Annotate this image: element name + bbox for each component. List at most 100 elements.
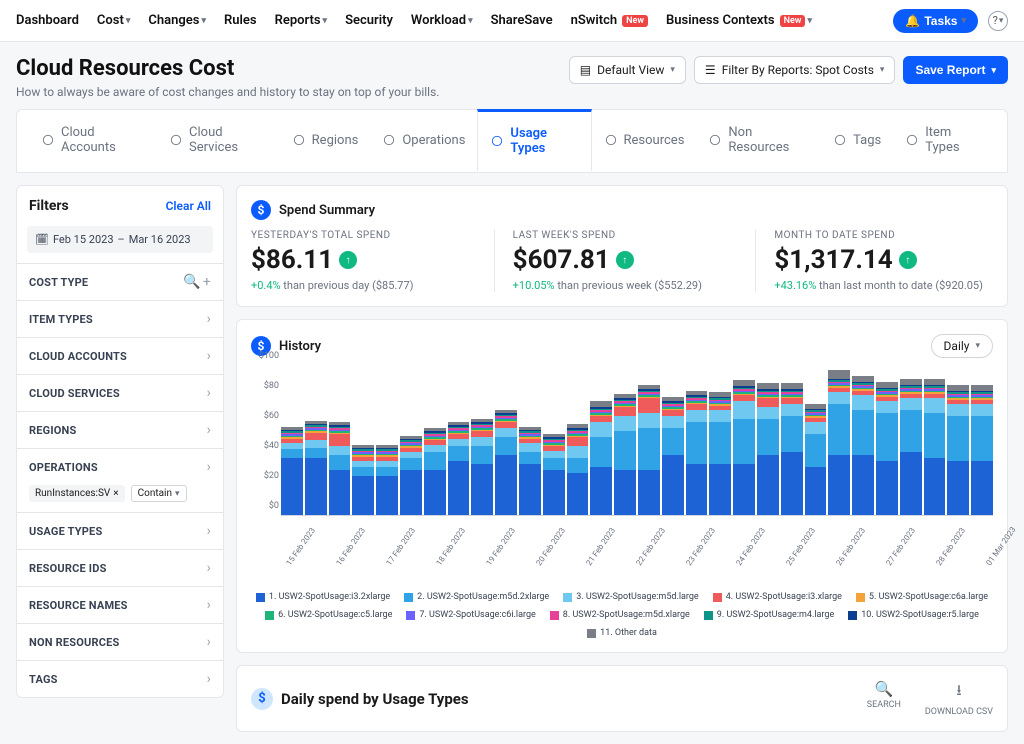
bar[interactable] (614, 394, 636, 516)
tab-regions[interactable]: Regions (280, 110, 371, 172)
bar[interactable] (852, 376, 874, 516)
filter-cloud-services[interactable]: CLOUD SERVICES› (17, 374, 223, 411)
date-range-picker[interactable]: 🗓 Feb 15 2023 – Mar 16 2023 (27, 226, 213, 253)
filter-item-types[interactable]: ITEM TYPES› (17, 300, 223, 337)
nav-item-changes[interactable]: Changes▾ (148, 13, 206, 28)
bar[interactable] (352, 445, 374, 516)
bar[interactable] (971, 385, 993, 516)
search-button[interactable]: 🔍 SEARCH (867, 680, 901, 717)
tasks-button[interactable]: 🔔 Tasks ▾ (893, 9, 978, 33)
bar[interactable] (471, 419, 493, 515)
tab-resources[interactable]: Resources (592, 110, 697, 172)
legend-item[interactable]: 4. USW2-SpotUsage:i3.xlarge (713, 592, 842, 602)
filter-regions[interactable]: REGIONS› (17, 411, 223, 448)
bar[interactable] (638, 385, 660, 516)
bar-segment (686, 422, 708, 464)
filter-cost-type[interactable]: COST TYPE🔍+ (17, 263, 223, 300)
filter-chip[interactable]: RunInstances:SV× (29, 485, 125, 502)
bar[interactable] (424, 428, 446, 515)
nav-item-reports[interactable]: Reports▾ (275, 13, 328, 28)
bar-segment (947, 404, 969, 416)
close-icon[interactable]: × (113, 488, 118, 499)
bar[interactable] (781, 383, 803, 515)
default-view-dropdown[interactable]: ▤ Default View ▾ (569, 56, 686, 84)
legend-item[interactable]: 6. USW2-SpotUsage:c5.large (265, 610, 392, 620)
nav-item-label: Rules (224, 13, 257, 28)
nav-item-rules[interactable]: Rules (224, 13, 257, 28)
bar-segment (781, 416, 803, 452)
bar-segment (757, 455, 779, 515)
bar[interactable] (709, 392, 731, 515)
bar[interactable] (567, 424, 589, 516)
legend-item[interactable]: 7. USW2-SpotUsage:c6i.large (406, 610, 535, 620)
filter-by-label: Filter By Reports: Spot Costs (722, 63, 874, 77)
nav-item-business-contexts[interactable]: Business ContextsNew▾ (666, 13, 812, 28)
bar[interactable] (590, 401, 612, 515)
tab-item-types[interactable]: Item Types (893, 110, 995, 172)
legend-item[interactable]: 10. USW2-SpotUsage:r5.large (848, 610, 979, 620)
filter-cloud-accounts[interactable]: CLOUD ACCOUNTS› (17, 337, 223, 374)
nav-item-workload[interactable]: Workload▾ (411, 13, 473, 28)
legend-label: 2. USW2-SpotUsage:m5d.2xlarge (417, 592, 549, 602)
legend-item[interactable]: 9. USW2-SpotUsage:m4.large (704, 610, 834, 620)
download-csv-button[interactable]: ⭳ DOWNLOAD CSV (925, 680, 993, 717)
nav-item-security[interactable]: Security (345, 13, 393, 28)
legend-label: 7. USW2-SpotUsage:c6i.large (419, 610, 535, 620)
bar[interactable] (805, 404, 827, 515)
nav-item-nswitch[interactable]: nSwitchNew (571, 13, 648, 28)
bar[interactable] (828, 370, 850, 516)
tab-usage-types[interactable]: Usage Types (477, 109, 591, 172)
legend-item[interactable]: 5. USW2-SpotUsage:c6a.large (856, 592, 988, 602)
filter-mode-dropdown[interactable]: Contain▾ (131, 485, 187, 502)
bar[interactable] (376, 445, 398, 516)
bar[interactable] (733, 380, 755, 515)
legend-item[interactable]: 2. USW2-SpotUsage:m5d.2xlarge (404, 592, 549, 602)
tab-tags[interactable]: Tags (821, 110, 893, 172)
bar-segment (828, 455, 850, 515)
clear-all-button[interactable]: Clear All (166, 199, 211, 213)
nav-item-sharesave[interactable]: ShareSave (491, 13, 553, 28)
filter-non-resources[interactable]: NON RESOURCES› (17, 623, 223, 660)
filter-by-dropdown[interactable]: ☰ Filter By Reports: Spot Costs ▾ (694, 56, 896, 84)
tab-cloud-services[interactable]: Cloud Services (157, 110, 280, 172)
bar[interactable] (662, 397, 684, 516)
bar[interactable] (876, 382, 898, 516)
bar[interactable] (400, 436, 422, 516)
bar-segment (590, 437, 612, 467)
bar[interactable] (495, 410, 517, 515)
legend-item[interactable]: 11. Other data (587, 628, 657, 638)
bar[interactable] (305, 421, 327, 516)
x-label: 25 Feb 2023 (781, 526, 817, 572)
tab-cloud-accounts[interactable]: Cloud Accounts (29, 110, 157, 172)
nav-item-cost[interactable]: Cost▾ (97, 13, 130, 28)
filter-tags[interactable]: TAGS› (17, 660, 223, 697)
bar[interactable] (543, 434, 565, 515)
filter-resource-names[interactable]: RESOURCE NAMES› (17, 586, 223, 623)
tab-non-resources[interactable]: Non Resources (696, 110, 821, 172)
bar[interactable] (519, 427, 541, 516)
bar[interactable] (947, 385, 969, 516)
bar[interactable] (686, 391, 708, 516)
legend-swatch (256, 593, 265, 602)
legend-item[interactable]: 8. USW2-SpotUsage:m5d.xlarge (550, 610, 690, 620)
legend-item[interactable]: 3. USW2-SpotUsage:m5d.large (563, 592, 699, 602)
bar[interactable] (448, 422, 470, 515)
bar[interactable] (281, 427, 303, 516)
legend-item[interactable]: 1. USW2-SpotUsage:i3.2xlarge (256, 592, 390, 602)
help-button[interactable]: ?▾ (988, 11, 1008, 31)
tab-operations[interactable]: Operations (370, 110, 477, 172)
bar-segment (781, 404, 803, 416)
save-report-button[interactable]: Save Report ▾ (903, 56, 1008, 84)
bar[interactable] (329, 422, 351, 515)
bar[interactable] (757, 383, 779, 515)
granularity-dropdown[interactable]: Daily ▾ (931, 334, 993, 358)
bar[interactable] (924, 379, 946, 516)
filter-resource-ids[interactable]: RESOURCE IDS› (17, 549, 223, 586)
bar[interactable] (900, 379, 922, 516)
y-tick: $80 (264, 381, 279, 391)
filter-operations[interactable]: OPERATIONS› (17, 448, 223, 485)
tab-icon (708, 133, 722, 147)
nav-item-dashboard[interactable]: Dashboard (16, 13, 79, 28)
filter-usage-types[interactable]: USAGE TYPES› (17, 512, 223, 549)
legend-swatch (406, 611, 415, 620)
